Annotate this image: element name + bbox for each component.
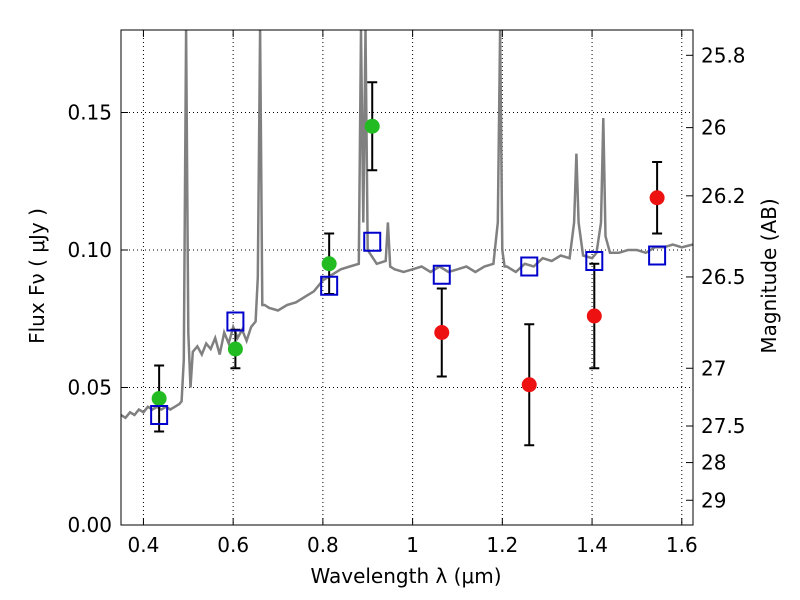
model-square-point bbox=[320, 275, 339, 296]
y-tick-label: 0.10 bbox=[67, 238, 112, 262]
y2-tick-label: 27 bbox=[701, 356, 726, 380]
x-tick-label: 1.6 bbox=[666, 533, 698, 557]
x-axis: 0.4 0.6 0.8 1 1.2 1.4 1.6 bbox=[128, 30, 698, 557]
red-data-point bbox=[649, 190, 665, 206]
y2-tick-label: 25.8 bbox=[701, 43, 746, 67]
model-square-point bbox=[432, 264, 451, 285]
grid bbox=[121, 30, 693, 525]
y2-tick-label: 27.5 bbox=[701, 414, 746, 438]
y2-tick-label: 26.2 bbox=[701, 184, 746, 208]
y2-tick-label: 28 bbox=[701, 451, 726, 475]
x-axis-label: Wavelength λ (μm) bbox=[310, 564, 501, 588]
markers bbox=[150, 118, 667, 425]
x-tick-label: 0.6 bbox=[217, 533, 249, 557]
green-data-point bbox=[151, 391, 167, 406]
y2-axis: 25.8 26 26.2 26.5 27 27.5 28 29 bbox=[686, 43, 746, 512]
model-square-point bbox=[363, 231, 382, 252]
y-axis-label: Flux Fν ( μJy ) bbox=[25, 208, 49, 344]
y2-tick-label: 26 bbox=[701, 116, 726, 140]
x-tick-label: 0.8 bbox=[307, 533, 339, 557]
red-data-point bbox=[434, 325, 450, 340]
y2-tick-label: 26.5 bbox=[701, 265, 746, 289]
model-square-point bbox=[648, 245, 667, 266]
green-data-point bbox=[227, 341, 243, 357]
green-data-point bbox=[321, 256, 337, 272]
green-data-point bbox=[364, 118, 380, 134]
model-square-point bbox=[520, 256, 539, 277]
y-tick-label: 0.00 bbox=[67, 513, 112, 537]
model-square-point bbox=[150, 405, 169, 425]
model-square-point bbox=[585, 251, 604, 271]
spectrum-line bbox=[121, 30, 693, 420]
plot-area bbox=[121, 30, 693, 420]
x-tick-label: 1.4 bbox=[576, 533, 608, 557]
y2-axis-label: Magnitude (AB) bbox=[757, 198, 781, 353]
x-tick-label: 0.4 bbox=[128, 533, 160, 557]
model-square-point bbox=[226, 311, 245, 332]
red-data-point bbox=[521, 377, 537, 393]
y-tick-label: 0.15 bbox=[67, 101, 112, 125]
y2-tick-label: 29 bbox=[701, 488, 726, 512]
red-data-point bbox=[586, 308, 602, 324]
plot-frame bbox=[120, 29, 694, 526]
x-tick-label: 1 bbox=[406, 533, 419, 557]
y-axis: 0.00 0.05 0.10 0.15 bbox=[67, 101, 128, 537]
y-tick-label: 0.05 bbox=[67, 376, 112, 400]
x-tick-label: 1.2 bbox=[486, 533, 518, 557]
